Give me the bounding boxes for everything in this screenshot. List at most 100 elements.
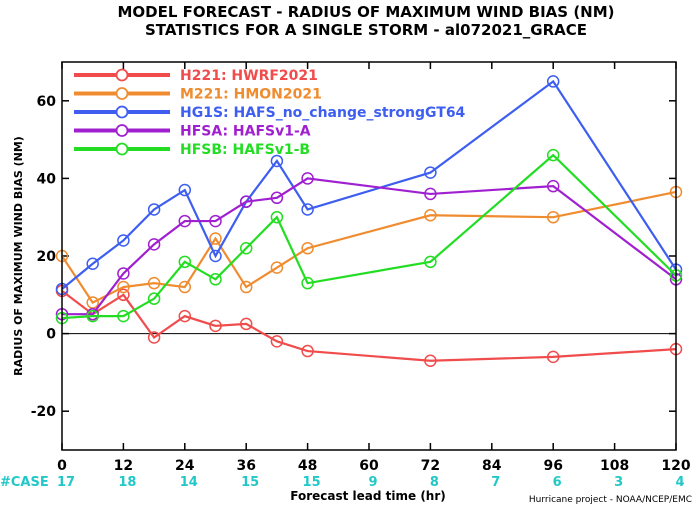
y-tick-label: 40 bbox=[37, 171, 57, 187]
case-label: #CASE bbox=[0, 475, 49, 490]
x-tick-label: 84 bbox=[482, 458, 502, 474]
data-point bbox=[178, 309, 192, 323]
data-point bbox=[239, 280, 253, 294]
y-axis-label: RADIUS OF MAXIMUM WIND BIAS (NM) bbox=[12, 136, 25, 376]
x-tick-label: 72 bbox=[421, 458, 440, 474]
legend-marker bbox=[115, 105, 129, 119]
legend-label: HFSB: HAFSv1-B bbox=[180, 142, 310, 158]
data-point bbox=[178, 255, 192, 269]
data-point bbox=[546, 179, 560, 193]
legend-label: HG1S: HAFS_no_change_strongGT64 bbox=[180, 105, 466, 121]
data-point bbox=[270, 154, 284, 168]
data-point bbox=[147, 292, 161, 305]
y-tick-label: -20 bbox=[31, 404, 57, 420]
data-point bbox=[147, 276, 161, 290]
case-count: 15 bbox=[241, 475, 259, 490]
data-point bbox=[239, 317, 253, 331]
data-point bbox=[270, 210, 284, 224]
legend-label: HFSA: HAFSv1-A bbox=[180, 124, 311, 140]
data-point bbox=[117, 288, 130, 302]
data-point bbox=[424, 187, 437, 201]
case-count: 6 bbox=[553, 475, 562, 490]
case-count: 4 bbox=[675, 475, 684, 490]
case-count: 15 bbox=[303, 475, 321, 490]
data-point bbox=[546, 148, 560, 162]
data-point bbox=[546, 210, 560, 224]
data-point bbox=[178, 183, 192, 197]
case-count: 8 bbox=[430, 475, 439, 490]
x-axis-label: Forecast lead time (hr) bbox=[290, 489, 446, 503]
series-layer bbox=[55, 75, 683, 368]
case-row: #CASE 17 18 14 15 15 9 8 7 6 3 4 bbox=[0, 475, 685, 490]
data-point bbox=[178, 280, 192, 294]
x-tick-label: 60 bbox=[359, 458, 379, 474]
y-tick-label: 60 bbox=[37, 94, 57, 110]
x-tick-label: 12 bbox=[114, 458, 133, 474]
plot-area bbox=[62, 62, 676, 450]
x-tick-label: 0 bbox=[57, 458, 67, 474]
credit-text: Hurricane project - NOAA/NCEP/EMC bbox=[529, 495, 692, 505]
x-tick-label: 48 bbox=[298, 458, 317, 474]
data-point bbox=[424, 354, 437, 368]
chart-subtitle: STATISTICS FOR A SINGLE STORM - al072021… bbox=[145, 21, 587, 39]
data-point bbox=[147, 203, 161, 216]
y-tick-label: 0 bbox=[46, 327, 56, 343]
data-point bbox=[117, 234, 130, 247]
data-point bbox=[239, 241, 253, 255]
data-point bbox=[301, 344, 314, 358]
data-point bbox=[117, 309, 130, 323]
y-tick-label: 20 bbox=[37, 249, 57, 265]
data-point bbox=[86, 257, 99, 271]
case-count: 18 bbox=[118, 475, 136, 490]
data-point bbox=[424, 166, 437, 179]
series-line bbox=[61, 79, 677, 290]
case-count: 17 bbox=[57, 475, 75, 490]
series-line bbox=[62, 177, 677, 316]
data-point bbox=[301, 203, 314, 216]
legend-marker bbox=[115, 87, 129, 100]
legend-label: H221: HWRF2021 bbox=[180, 68, 318, 84]
legend: H221: HWRF2021 M221: HMON2021 HG1S: HAFS_n… bbox=[74, 68, 466, 158]
x-tick-label: 24 bbox=[175, 458, 195, 474]
data-point bbox=[424, 209, 437, 222]
plot-frame bbox=[61, 61, 677, 451]
chart-title: MODEL FORECAST - RADIUS OF MAXIMUM WIND … bbox=[117, 3, 614, 21]
x-tick-label: 36 bbox=[236, 458, 255, 474]
data-point bbox=[209, 249, 222, 263]
case-count: 9 bbox=[368, 475, 377, 490]
case-count: 3 bbox=[614, 475, 623, 490]
legend-marker bbox=[115, 124, 129, 137]
data-point bbox=[147, 238, 161, 251]
data-point bbox=[86, 309, 99, 323]
x-tick-label: 108 bbox=[600, 458, 629, 474]
data-point bbox=[270, 335, 284, 348]
data-point bbox=[546, 75, 560, 88]
data-point bbox=[301, 241, 314, 255]
data-point bbox=[301, 276, 314, 290]
data-point bbox=[117, 280, 130, 294]
data-point bbox=[147, 331, 161, 344]
data-point bbox=[209, 232, 222, 245]
data-point bbox=[301, 172, 314, 185]
data-point bbox=[270, 191, 284, 205]
data-point bbox=[209, 273, 222, 286]
case-count: 7 bbox=[491, 475, 500, 490]
case-count: 14 bbox=[180, 475, 198, 490]
legend-label: M221: HMON2021 bbox=[180, 87, 322, 103]
data-point bbox=[424, 255, 437, 269]
x-tick-label: 96 bbox=[543, 458, 562, 474]
data-point bbox=[117, 267, 130, 280]
data-point bbox=[209, 214, 222, 228]
legend-marker bbox=[115, 142, 129, 156]
legend-marker bbox=[115, 68, 129, 82]
data-point bbox=[270, 261, 284, 274]
series-4 bbox=[55, 148, 683, 325]
x-tick-label: 120 bbox=[661, 458, 690, 474]
data-point bbox=[239, 195, 253, 208]
series-3 bbox=[55, 172, 683, 321]
axis-ticks: 0 12 24 36 48 60 72 84 96 108 120 -20 0 20 40 60 bbox=[31, 62, 691, 474]
data-point bbox=[178, 214, 192, 228]
data-point bbox=[209, 319, 222, 333]
data-point bbox=[546, 350, 560, 364]
